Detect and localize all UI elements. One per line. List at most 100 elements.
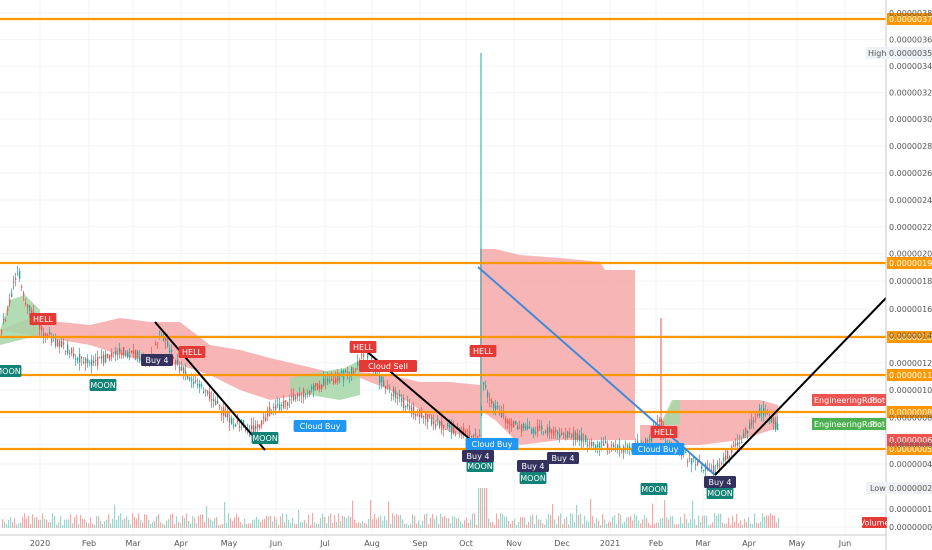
volume-bar — [438, 523, 440, 528]
candle-body — [325, 382, 327, 384]
volume-bar — [342, 515, 344, 528]
candle-body — [695, 464, 697, 466]
volume-bar — [310, 524, 312, 528]
volume-bar — [420, 524, 422, 528]
candle-body — [321, 384, 323, 389]
candle-body — [115, 350, 117, 356]
candle-body — [561, 432, 563, 435]
candle — [207, 390, 209, 397]
candle-body — [451, 426, 453, 434]
trend-line[interactable] — [714, 297, 887, 476]
volume-bar — [744, 518, 746, 528]
trend-line[interactable] — [477, 266, 716, 476]
volume-bar — [288, 520, 290, 528]
candle-body — [435, 423, 437, 427]
candle — [591, 438, 593, 450]
candle — [511, 418, 513, 432]
volume-bar — [604, 519, 606, 528]
trend-line[interactable] — [154, 321, 266, 451]
candle — [447, 422, 449, 430]
candle — [381, 375, 383, 389]
candle-body — [381, 376, 383, 382]
volume-bar — [180, 523, 182, 528]
volume-bar — [142, 522, 144, 528]
volume-bar — [634, 514, 636, 528]
signal-bg — [251, 432, 279, 444]
candle — [43, 327, 45, 344]
volume-bar — [206, 505, 208, 528]
candle-body — [255, 425, 257, 430]
candle-body — [475, 433, 477, 435]
candle — [575, 430, 577, 446]
candle-body — [15, 278, 17, 280]
candle-body — [417, 414, 419, 416]
volume-bar — [324, 517, 326, 528]
candle — [219, 404, 221, 410]
volume-bar — [114, 504, 116, 528]
candle — [441, 415, 443, 435]
volume-bar — [666, 517, 668, 528]
candle-body — [107, 353, 109, 359]
volume-bar — [572, 514, 574, 528]
time-axis[interactable]: 2020 Feb Mar Apr May Jun Jul Aug Sep Oct Nov Dec 202… — [30, 539, 851, 548]
volume-bar — [386, 520, 388, 528]
volume-bar — [456, 518, 458, 528]
candle — [751, 413, 753, 429]
candle — [619, 438, 621, 457]
candle-body — [463, 427, 465, 433]
time-tick-label: Apr — [742, 539, 757, 548]
volume-bar — [372, 518, 374, 528]
candle-body — [27, 304, 29, 308]
volume-bar — [512, 520, 514, 528]
candle — [515, 420, 517, 426]
candle-body — [703, 469, 705, 471]
candle — [121, 349, 123, 359]
candle — [465, 428, 467, 435]
candle-body — [309, 390, 311, 395]
candle-body — [319, 384, 321, 390]
candle-body — [525, 426, 527, 430]
candle — [459, 426, 461, 438]
volume-bar — [58, 522, 60, 528]
candle-body — [553, 431, 555, 435]
candle — [111, 348, 113, 362]
candle-body — [691, 458, 693, 465]
volume-bar — [552, 503, 554, 528]
candle-body — [585, 435, 587, 443]
candle-body — [23, 292, 25, 296]
candle — [7, 305, 9, 316]
volume-bar — [16, 524, 18, 528]
signal-bg — [465, 438, 519, 450]
candle — [277, 397, 279, 409]
signal-hell: HELL — [349, 341, 377, 353]
level-tag-label: 0.00000375 — [889, 15, 932, 24]
candle — [273, 403, 275, 416]
volume-bar — [302, 522, 304, 528]
signal-moon: MOON — [640, 483, 668, 495]
candle — [445, 428, 447, 430]
candle-body — [247, 427, 249, 429]
candle — [559, 427, 561, 443]
candle — [209, 384, 211, 402]
candle-body — [547, 427, 549, 435]
horizontal-levels[interactable]: 0.00000375 0.00000193 0.00000139 0.00000111… — [0, 13, 932, 455]
volume-bar — [516, 524, 518, 528]
candle — [287, 401, 289, 410]
candle-body — [533, 428, 535, 434]
candle — [75, 353, 77, 366]
candle — [221, 406, 223, 422]
signal-moon: MOON — [89, 379, 117, 391]
volume-bar — [630, 515, 632, 528]
volume-bar — [10, 517, 12, 528]
volume-bar — [56, 524, 58, 528]
volume-bar — [358, 522, 360, 528]
volume-bar — [618, 513, 620, 528]
candle-body — [611, 444, 613, 447]
volume-bar — [244, 518, 246, 528]
volume-bar — [34, 517, 36, 528]
candle-body — [99, 357, 101, 359]
candle-body — [193, 381, 195, 385]
